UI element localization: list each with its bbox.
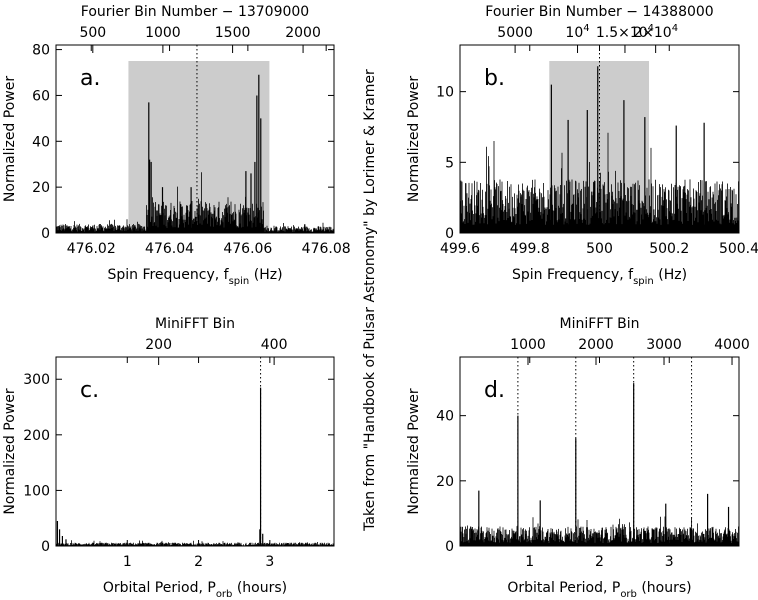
y-axis-label: Normalized Power <box>406 76 422 202</box>
x-axis-label-main: Orbital Period, P <box>103 580 216 596</box>
x-axis-label-main: Orbital Period, P <box>507 580 620 596</box>
chart-panel-a: 476.02 476.04 476.06 476.08 0 20 40 60 80 500 1000… <box>2 4 351 287</box>
x-tick-label: 3 <box>265 554 274 570</box>
x-tick-label: 3 <box>665 554 674 570</box>
tick-label-mantissa: 2×10 <box>633 25 671 41</box>
x-axis-label-unit: (Hz) <box>249 267 282 283</box>
x-axis-label-unit: (hours) <box>232 580 287 596</box>
side-note-text: Taken from "Handbook of Pulsar Astronomy… <box>362 69 378 532</box>
plot-frame <box>55 356 335 547</box>
top-tick-label: 400 <box>261 337 288 353</box>
tick-label-mantissa: 10 <box>565 25 583 41</box>
plot-frame <box>55 44 335 234</box>
top-axis-title: MiniFFT Bin <box>560 316 640 332</box>
tick-label-mantissa: 1.5×10 <box>596 25 648 41</box>
top-axis-title: MiniFFT Bin <box>155 316 235 332</box>
x-tick-label: 2 <box>595 554 604 570</box>
y-axis-label: Normalized Power <box>2 76 18 202</box>
y-tick-label: 20 <box>32 180 50 196</box>
chart-panel-c: 1 2 3 0 100 200 300 200 400 MiniFFT Bin Normalized… <box>2 316 335 600</box>
tick-label-exponent: 4 <box>672 23 678 34</box>
top-tick-label: 4000 <box>714 337 750 353</box>
y-tick-label: 40 <box>32 134 50 150</box>
panel-label: d. <box>484 378 505 403</box>
x-axis-label: Orbital Period, Porb (hours) <box>507 580 691 600</box>
x-tick-label: 500.2 <box>649 241 689 257</box>
y-tick-label: 80 <box>32 43 50 59</box>
top-tick-label: 1.5×104 <box>596 23 654 41</box>
top-tick-label: 2×104 <box>633 23 678 41</box>
top-tick-label: 2000 <box>285 25 321 41</box>
x-axis-label-subscript: orb <box>216 589 233 600</box>
x-axis-label-main: Spin Frequency, f <box>512 267 634 283</box>
tick-label-exponent: 4 <box>583 23 589 34</box>
top-tick-label: 200 <box>145 337 172 353</box>
tick-label-exponent: 4 <box>648 23 654 34</box>
y-tick-label: 0 <box>41 226 50 242</box>
top-tick-label: 1000 <box>510 337 546 353</box>
x-tick-label: 499.8 <box>510 241 550 257</box>
x-tick-label: 1 <box>123 554 132 570</box>
top-tick-label: 3000 <box>646 337 682 353</box>
x-axis-label-subscript: spin <box>229 276 250 287</box>
top-tick-label: 104 <box>565 23 589 41</box>
y-tick-label: 60 <box>32 88 50 104</box>
y-tick-label: 5 <box>445 155 454 171</box>
x-tick-label: 500.4 <box>719 241 758 257</box>
top-tick-label: 1500 <box>215 25 251 41</box>
y-tick-label: 0 <box>445 539 454 555</box>
x-axis-label: Orbital Period, Porb (hours) <box>103 580 287 600</box>
top-axis-title: Fourier Bin Number − 13709000 <box>81 4 309 20</box>
y-tick-label: 0 <box>445 226 454 242</box>
chart-panel-d: 1 2 3 0 20 40 1000 2000 3000 4000 MiniFFT Bin Norma… <box>406 316 750 600</box>
y-tick-label: 20 <box>436 474 454 490</box>
y-tick-label: 300 <box>23 372 50 388</box>
x-tick-label: 500 <box>586 241 613 257</box>
x-tick-label: 2 <box>194 554 203 570</box>
x-axis-label-main: Spin Frequency, f <box>107 267 229 283</box>
y-tick-label: 40 <box>436 409 454 425</box>
x-axis-label-subscript: orb <box>620 589 637 600</box>
noise-trace <box>56 540 334 546</box>
x-axis-label: Spin Frequency, fspin (Hz) <box>512 267 687 287</box>
top-axis-title: Fourier Bin Number − 14388000 <box>485 4 713 20</box>
top-tick-label: 500 <box>79 25 106 41</box>
top-tick-label: 5000 <box>497 25 533 41</box>
x-axis-label-subscript: spin <box>633 276 654 287</box>
y-tick-label: 100 <box>23 483 50 499</box>
x-tick-label: 1 <box>525 554 534 570</box>
y-axis-label: Normalized Power <box>406 388 422 514</box>
x-axis-label: Spin Frequency, fspin (Hz) <box>107 267 282 287</box>
y-tick-label: 10 <box>436 85 454 101</box>
x-axis-label-unit: (hours) <box>637 580 692 596</box>
panel-label: c. <box>80 378 99 403</box>
y-tick-label: 0 <box>41 539 50 555</box>
y-axis-label: Normalized Power <box>2 388 18 514</box>
x-tick-label: 476.04 <box>145 241 194 257</box>
x-axis-label-unit: (Hz) <box>654 267 687 283</box>
panel-label: a. <box>80 66 100 91</box>
panel-label: b. <box>484 66 505 91</box>
top-tick-label: 2000 <box>578 337 614 353</box>
y-tick-label: 200 <box>23 428 50 444</box>
x-tick-label: 476.02 <box>67 241 116 257</box>
x-tick-label: 476.06 <box>223 241 272 257</box>
x-tick-label: 476.08 <box>302 241 351 257</box>
x-tick-label: 499.6 <box>440 241 480 257</box>
top-tick-label: 1000 <box>145 25 181 41</box>
